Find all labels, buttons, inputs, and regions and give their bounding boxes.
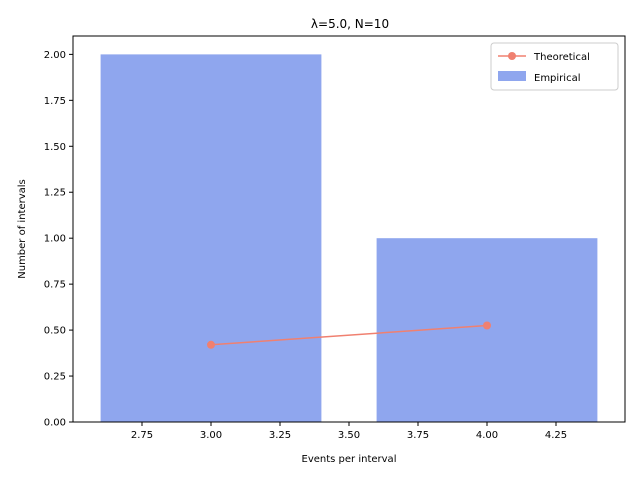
point-theoretical-1 [483, 321, 491, 330]
legend-empirical-label: Empirical [534, 73, 580, 84]
x-tick-label-2: 3.25 [269, 430, 291, 441]
y-axis-label: Number of intervals [17, 179, 28, 279]
x-tick-label-4: 3.75 [407, 430, 429, 441]
bar-empirical-0 [100, 54, 322, 422]
x-tick-label-1: 3.00 [200, 430, 222, 441]
x-tick-label-6: 4.25 [545, 430, 567, 441]
y-tick-label-7: 1.75 [44, 96, 66, 107]
x-axis: 2.75 3.00 3.25 3.50 3.75 4.00 4.25 [131, 422, 567, 441]
legend: Theoretical Empirical [490, 42, 619, 91]
y-tick-label-4: 1.00 [44, 234, 66, 245]
y-tick-label-2: 0.50 [44, 326, 66, 337]
x-tick-label-0: 2.75 [131, 430, 153, 441]
y-axis: 0.00 0.25 0.50 0.75 1.00 1.25 1.50 1.75 2.00 [44, 50, 73, 429]
y-tick-label-8: 2.00 [44, 50, 66, 61]
legend-empirical-swatch [498, 71, 526, 81]
line-theoretical [210, 324, 488, 346]
legend-theoretical-swatch-marker [508, 52, 516, 60]
x-axis-label: Events per interval [302, 454, 397, 465]
point-theoretical-0 [207, 340, 215, 349]
x-tick-label-3: 3.50 [338, 430, 360, 441]
y-tick-label-5: 1.25 [44, 188, 66, 199]
bar-empirical-1 [376, 238, 598, 422]
bars-layer [100, 54, 598, 422]
y-tick-label-3: 0.75 [44, 280, 66, 291]
chart-title: λ=5.0, N=10 [311, 17, 389, 31]
y-tick-label-6: 1.50 [44, 142, 66, 153]
legend-theoretical-label: Theoretical [533, 52, 590, 63]
line-layer [207, 321, 491, 349]
x-tick-label-5: 4.00 [476, 430, 498, 441]
y-tick-label-0: 0.00 [44, 418, 66, 429]
y-tick-label-1: 0.25 [44, 372, 66, 383]
